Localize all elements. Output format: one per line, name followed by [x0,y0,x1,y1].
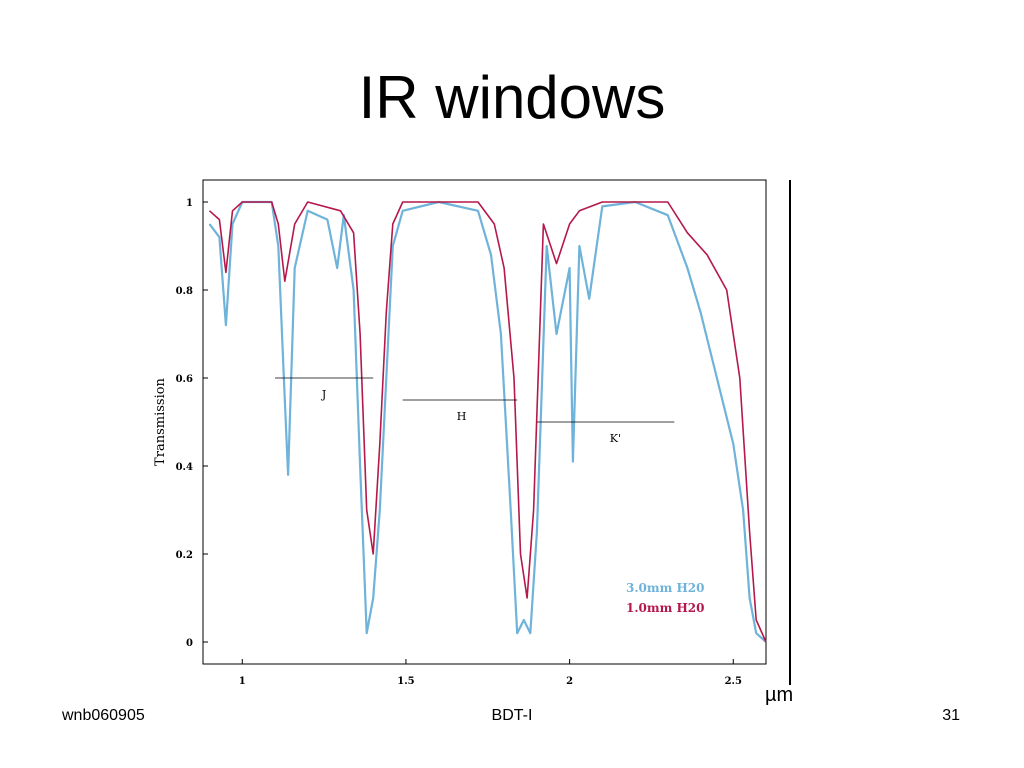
footer-course: BDT-I [491,707,533,724]
band-label-2: K' [610,432,621,445]
footer-author: wnb060905 [62,707,145,724]
axis-ticks: 1 1.5 2 2.5 0 0.2 0.4 0.6 0.8 1 [176,198,742,687]
series-line-h2o-1mm [208,201,767,643]
series-layer [208,200,767,643]
y-tick-label: 0.8 [176,286,193,297]
y-tick-label: 0.6 [176,374,193,385]
transmission-chart: J H K' 1 1.5 2 2.5 0 0.2 0.4 0.6 0.8 1 3.0mm H20 1.0… [153,179,767,687]
unit-divider [789,180,791,685]
band-label-0: J [321,388,326,401]
footer-page-number: 31 [942,707,960,724]
y-axis-label: Transmission [153,377,168,465]
y-tick-label: 1 [186,198,193,209]
x-tick-label: 1 [239,676,246,687]
legend-entry: 1.0mm H20 [626,601,705,615]
band-label-1: H [457,410,467,423]
y-tick-label: 0 [186,638,193,649]
legend-entry: 3.0mm H20 [626,581,705,595]
x-unit-label: µm [765,684,794,706]
legend: 3.0mm H20 1.0mm H20 [626,581,705,615]
slide-title: IR windows [358,64,666,131]
y-tick-label: 0.4 [176,462,193,473]
x-tick-label: 2.5 [725,676,742,687]
x-tick-label: 1.5 [397,676,414,687]
x-tick-label: 2 [566,676,573,687]
series-line-h2o-3mm [208,200,767,643]
band-annotations: J H K' [275,377,675,445]
y-tick-label: 0.2 [176,550,193,561]
